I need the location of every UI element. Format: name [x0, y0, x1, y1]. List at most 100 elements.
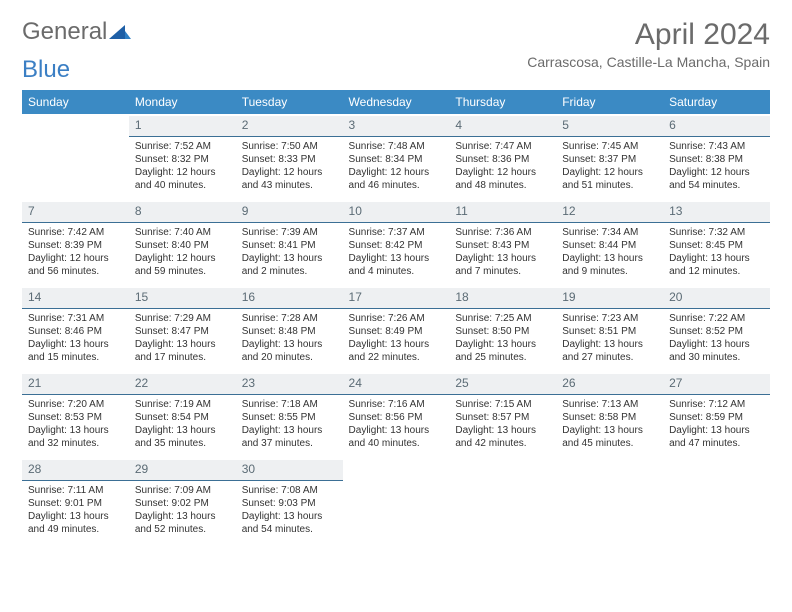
- calendar-day-cell: 17Sunrise: 7:26 AMSunset: 8:49 PMDayligh…: [343, 286, 450, 372]
- day-number: 9: [236, 200, 343, 223]
- calendar-day-cell: 18Sunrise: 7:25 AMSunset: 8:50 PMDayligh…: [449, 286, 556, 372]
- day-number: 21: [22, 372, 129, 395]
- calendar-day-cell: 28Sunrise: 7:11 AMSunset: 9:01 PMDayligh…: [22, 458, 129, 544]
- brand-mark-icon: [109, 23, 131, 41]
- calendar-day-cell: 24Sunrise: 7:16 AMSunset: 8:56 PMDayligh…: [343, 372, 450, 458]
- day-number: 20: [663, 286, 770, 309]
- calendar-day-cell: .: [343, 458, 450, 544]
- calendar-table: SundayMondayTuesdayWednesdayThursdayFrid…: [22, 90, 770, 544]
- day-number: 23: [236, 372, 343, 395]
- day-number: 24: [343, 372, 450, 395]
- day-details: Sunrise: 7:15 AMSunset: 8:57 PMDaylight:…: [449, 395, 556, 454]
- day-details: Sunrise: 7:47 AMSunset: 8:36 PMDaylight:…: [449, 137, 556, 196]
- day-details: Sunrise: 7:20 AMSunset: 8:53 PMDaylight:…: [22, 395, 129, 454]
- calendar-day-cell: 5Sunrise: 7:45 AMSunset: 8:37 PMDaylight…: [556, 114, 663, 200]
- calendar-day-cell: 3Sunrise: 7:48 AMSunset: 8:34 PMDaylight…: [343, 114, 450, 200]
- weekday-header: Friday: [556, 90, 663, 114]
- calendar-day-cell: 9Sunrise: 7:39 AMSunset: 8:41 PMDaylight…: [236, 200, 343, 286]
- day-number: 17: [343, 286, 450, 309]
- day-details: Sunrise: 7:29 AMSunset: 8:47 PMDaylight:…: [129, 309, 236, 368]
- day-number: 19: [556, 286, 663, 309]
- day-number: 30: [236, 458, 343, 481]
- day-number: 3: [343, 114, 450, 137]
- calendar-day-cell: 7Sunrise: 7:42 AMSunset: 8:39 PMDaylight…: [22, 200, 129, 286]
- day-number: 12: [556, 200, 663, 223]
- calendar-day-cell: 21Sunrise: 7:20 AMSunset: 8:53 PMDayligh…: [22, 372, 129, 458]
- day-number: 16: [236, 286, 343, 309]
- calendar-day-cell: 14Sunrise: 7:31 AMSunset: 8:46 PMDayligh…: [22, 286, 129, 372]
- day-details: Sunrise: 7:40 AMSunset: 8:40 PMDaylight:…: [129, 223, 236, 282]
- day-number: 18: [449, 286, 556, 309]
- calendar-day-cell: 20Sunrise: 7:22 AMSunset: 8:52 PMDayligh…: [663, 286, 770, 372]
- day-number: 22: [129, 372, 236, 395]
- day-number: 7: [22, 200, 129, 223]
- calendar-day-cell: 8Sunrise: 7:40 AMSunset: 8:40 PMDaylight…: [129, 200, 236, 286]
- weekday-header: Sunday: [22, 90, 129, 114]
- calendar-day-cell: 25Sunrise: 7:15 AMSunset: 8:57 PMDayligh…: [449, 372, 556, 458]
- location: Carrascosa, Castille-La Mancha, Spain: [527, 54, 770, 70]
- day-details: Sunrise: 7:45 AMSunset: 8:37 PMDaylight:…: [556, 137, 663, 196]
- calendar-day-cell: 29Sunrise: 7:09 AMSunset: 9:02 PMDayligh…: [129, 458, 236, 544]
- calendar-day-cell: 2Sunrise: 7:50 AMSunset: 8:33 PMDaylight…: [236, 114, 343, 200]
- day-details: Sunrise: 7:09 AMSunset: 9:02 PMDaylight:…: [129, 481, 236, 540]
- day-number: 14: [22, 286, 129, 309]
- day-details: Sunrise: 7:32 AMSunset: 8:45 PMDaylight:…: [663, 223, 770, 282]
- day-details: Sunrise: 7:23 AMSunset: 8:51 PMDaylight:…: [556, 309, 663, 368]
- day-details: Sunrise: 7:22 AMSunset: 8:52 PMDaylight:…: [663, 309, 770, 368]
- day-details: Sunrise: 7:16 AMSunset: 8:56 PMDaylight:…: [343, 395, 450, 454]
- calendar-day-cell: 27Sunrise: 7:12 AMSunset: 8:59 PMDayligh…: [663, 372, 770, 458]
- calendar-day-cell: 13Sunrise: 7:32 AMSunset: 8:45 PMDayligh…: [663, 200, 770, 286]
- calendar-week-row: 28Sunrise: 7:11 AMSunset: 9:01 PMDayligh…: [22, 458, 770, 544]
- weekday-header: Wednesday: [343, 90, 450, 114]
- day-number: 8: [129, 200, 236, 223]
- day-details: Sunrise: 7:34 AMSunset: 8:44 PMDaylight:…: [556, 223, 663, 282]
- day-number: 2: [236, 114, 343, 137]
- calendar-day-cell: 22Sunrise: 7:19 AMSunset: 8:54 PMDayligh…: [129, 372, 236, 458]
- calendar-day-cell: 6Sunrise: 7:43 AMSunset: 8:38 PMDaylight…: [663, 114, 770, 200]
- day-number: 6: [663, 114, 770, 137]
- day-details: Sunrise: 7:42 AMSunset: 8:39 PMDaylight:…: [22, 223, 129, 282]
- calendar-day-cell: .: [556, 458, 663, 544]
- day-details: Sunrise: 7:26 AMSunset: 8:49 PMDaylight:…: [343, 309, 450, 368]
- day-number: 25: [449, 372, 556, 395]
- day-details: Sunrise: 7:43 AMSunset: 8:38 PMDaylight:…: [663, 137, 770, 196]
- day-details: Sunrise: 7:12 AMSunset: 8:59 PMDaylight:…: [663, 395, 770, 454]
- calendar-day-cell: 10Sunrise: 7:37 AMSunset: 8:42 PMDayligh…: [343, 200, 450, 286]
- day-number: 11: [449, 200, 556, 223]
- day-number: 29: [129, 458, 236, 481]
- calendar-week-row: 14Sunrise: 7:31 AMSunset: 8:46 PMDayligh…: [22, 286, 770, 372]
- day-details: Sunrise: 7:19 AMSunset: 8:54 PMDaylight:…: [129, 395, 236, 454]
- title-block: April 2024 Carrascosa, Castille-La Manch…: [527, 18, 770, 70]
- day-number: 13: [663, 200, 770, 223]
- calendar-day-cell: 15Sunrise: 7:29 AMSunset: 8:47 PMDayligh…: [129, 286, 236, 372]
- calendar-day-cell: 30Sunrise: 7:08 AMSunset: 9:03 PMDayligh…: [236, 458, 343, 544]
- day-details: Sunrise: 7:31 AMSunset: 8:46 PMDaylight:…: [22, 309, 129, 368]
- day-details: Sunrise: 7:37 AMSunset: 8:42 PMDaylight:…: [343, 223, 450, 282]
- calendar-day-cell: 12Sunrise: 7:34 AMSunset: 8:44 PMDayligh…: [556, 200, 663, 286]
- day-number: 15: [129, 286, 236, 309]
- day-details: Sunrise: 7:48 AMSunset: 8:34 PMDaylight:…: [343, 137, 450, 196]
- day-details: Sunrise: 7:36 AMSunset: 8:43 PMDaylight:…: [449, 223, 556, 282]
- day-details: Sunrise: 7:13 AMSunset: 8:58 PMDaylight:…: [556, 395, 663, 454]
- day-number: 27: [663, 372, 770, 395]
- day-details: Sunrise: 7:08 AMSunset: 9:03 PMDaylight:…: [236, 481, 343, 540]
- calendar-day-cell: 19Sunrise: 7:23 AMSunset: 8:51 PMDayligh…: [556, 286, 663, 372]
- calendar-day-cell: 23Sunrise: 7:18 AMSunset: 8:55 PMDayligh…: [236, 372, 343, 458]
- calendar-day-cell: 11Sunrise: 7:36 AMSunset: 8:43 PMDayligh…: [449, 200, 556, 286]
- day-details: Sunrise: 7:39 AMSunset: 8:41 PMDaylight:…: [236, 223, 343, 282]
- brand-part1: General: [22, 18, 107, 46]
- weekday-header: Thursday: [449, 90, 556, 114]
- day-number: 26: [556, 372, 663, 395]
- calendar-day-cell: .: [22, 114, 129, 200]
- day-number: 4: [449, 114, 556, 137]
- calendar-day-cell: .: [449, 458, 556, 544]
- calendar-week-row: .1Sunrise: 7:52 AMSunset: 8:32 PMDayligh…: [22, 114, 770, 200]
- weekday-header: Monday: [129, 90, 236, 114]
- calendar-day-cell: 16Sunrise: 7:28 AMSunset: 8:48 PMDayligh…: [236, 286, 343, 372]
- month-title: April 2024: [527, 18, 770, 52]
- day-details: Sunrise: 7:25 AMSunset: 8:50 PMDaylight:…: [449, 309, 556, 368]
- day-number: 10: [343, 200, 450, 223]
- day-details: Sunrise: 7:11 AMSunset: 9:01 PMDaylight:…: [22, 481, 129, 540]
- brand-part2: Blue: [22, 56, 70, 84]
- day-details: Sunrise: 7:18 AMSunset: 8:55 PMDaylight:…: [236, 395, 343, 454]
